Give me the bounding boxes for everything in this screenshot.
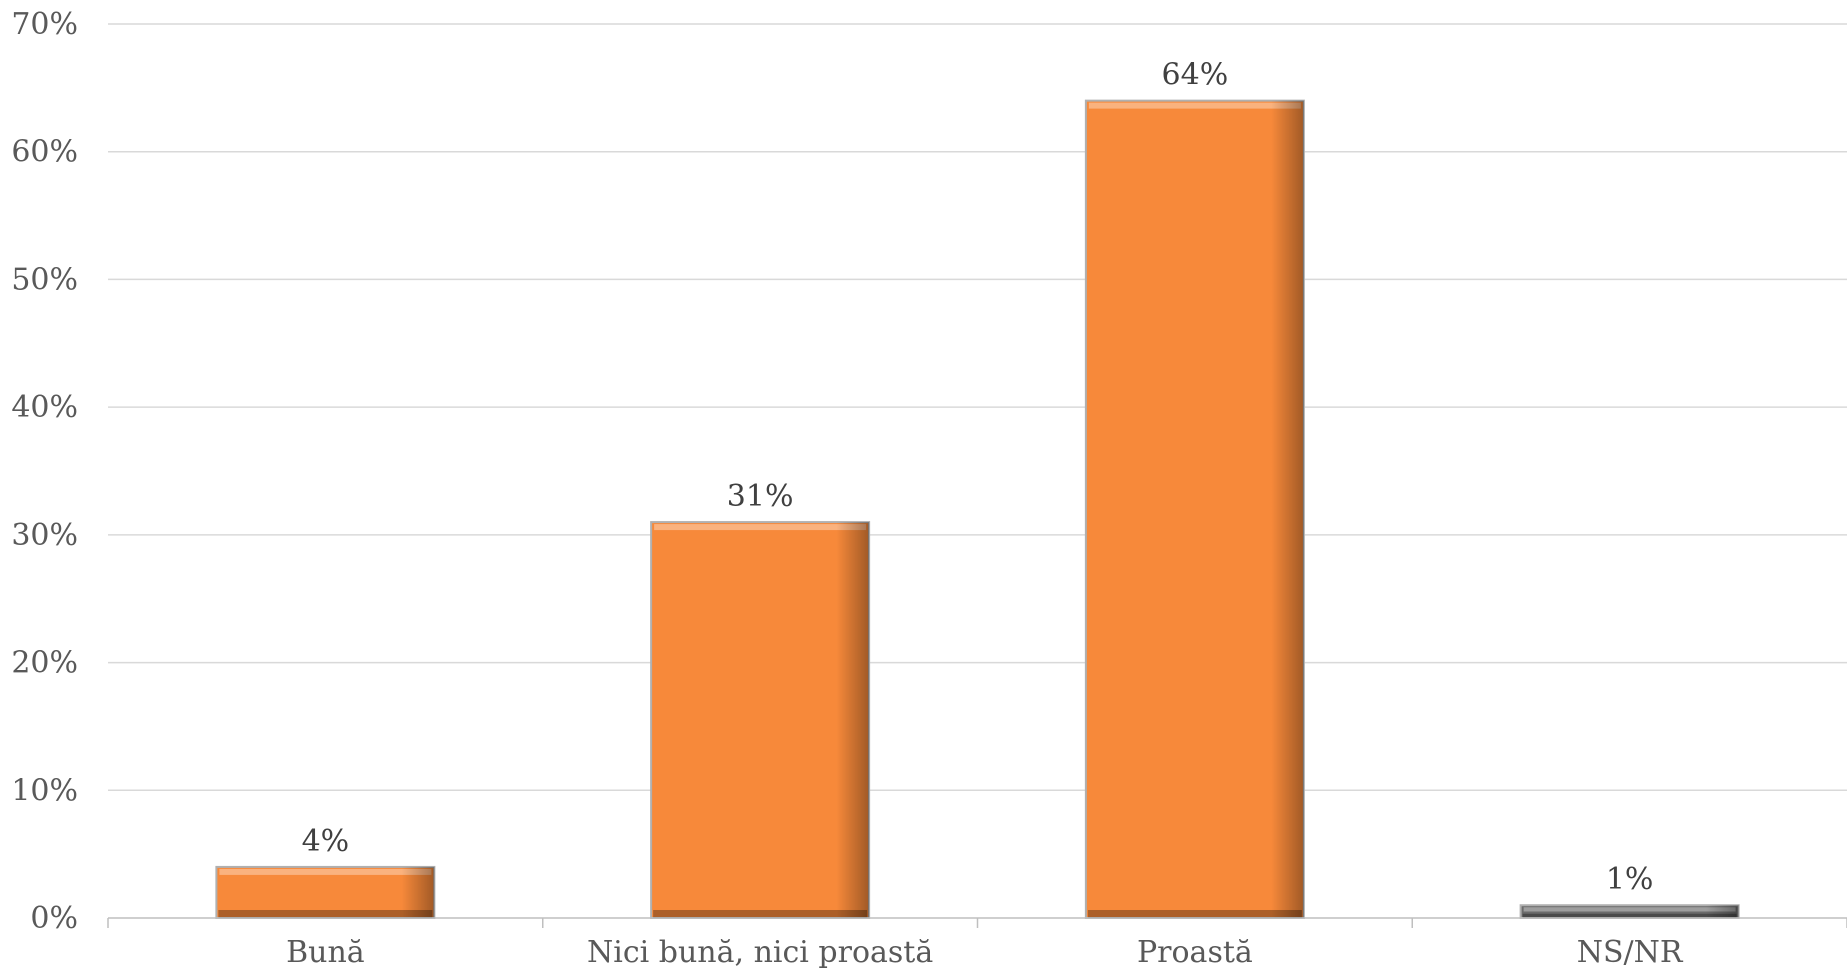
- x-axis: Bună Nici bună, nici proastă Proastă NS/NR: [107, 917, 1847, 970]
- bar-bottom-shade: [218, 910, 433, 918]
- x-tick-label: Nici bună, nici proastă: [587, 935, 933, 970]
- x-tick-label: Bună: [286, 935, 365, 970]
- data-label: 31%: [727, 479, 794, 514]
- bar: [215, 865, 436, 920]
- x-tick-label: NS/NR: [1577, 935, 1684, 970]
- bar-shade: [651, 522, 870, 918]
- y-tick-label: 30%: [11, 518, 78, 553]
- y-tick-label: 10%: [11, 773, 78, 808]
- data-label: 1%: [1606, 862, 1654, 897]
- y-tick-label: 70%: [11, 7, 78, 42]
- bar: [1084, 99, 1305, 919]
- y-axis-tick-labels: 0% 10% 20% 30% 40% 50% 60% 70%: [11, 7, 78, 936]
- bars: [215, 99, 1740, 920]
- bar: [650, 521, 871, 919]
- data-label: 64%: [1162, 58, 1229, 93]
- data-labels: 4% 31% 64% 1%: [302, 58, 1654, 898]
- bar: [1519, 904, 1740, 920]
- y-tick-label: 40%: [11, 390, 78, 425]
- y-tick-label: 50%: [11, 262, 78, 297]
- bar-shade: [1085, 100, 1304, 919]
- y-tick-label: 20%: [11, 646, 78, 681]
- bar-bottom-shade: [653, 910, 868, 918]
- y-tick-label: 0%: [30, 901, 78, 936]
- gridlines: [108, 23, 1847, 792]
- data-label: 4%: [302, 824, 350, 859]
- bar-shade: [1520, 905, 1739, 918]
- y-tick-label: 60%: [11, 135, 78, 170]
- bar-bottom-shade: [1087, 910, 1302, 918]
- bar-shade: [216, 866, 435, 918]
- bar-bottom-shade: [1522, 913, 1737, 918]
- x-tick-label: Proastă: [1137, 935, 1253, 970]
